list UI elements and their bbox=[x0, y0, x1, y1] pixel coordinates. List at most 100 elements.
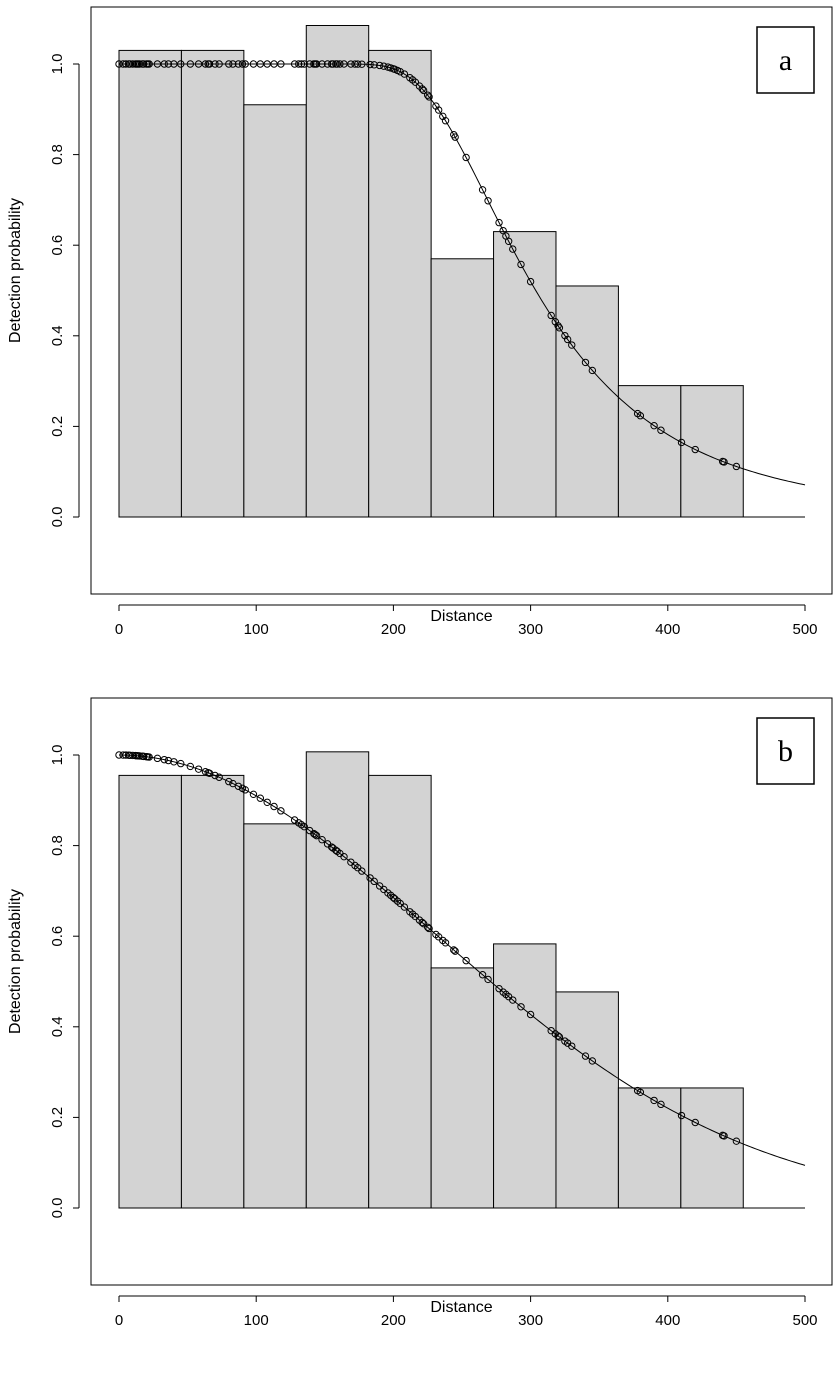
observation-point-b-17 bbox=[160, 755, 168, 764]
observation-point-b-57 bbox=[358, 867, 366, 875]
observation-point-a-59 bbox=[370, 61, 378, 69]
observation-point-b-27 bbox=[215, 773, 223, 781]
x-tick-label-a-2: 200 bbox=[381, 621, 406, 638]
observation-point-a-106 bbox=[677, 438, 686, 447]
chart-panel-b: 0 100 200 300 400 500 Distance 0.0 0.2 0.4 0.6 0.8 1… bbox=[0, 691, 838, 1382]
observation-point-a-99 bbox=[568, 341, 576, 349]
observation-point-b-26 bbox=[211, 771, 219, 780]
panel-label-b: b bbox=[778, 735, 793, 768]
observation-point-a-96 bbox=[555, 324, 564, 332]
histogram-chart-a: 0 100 200 300 400 500 Distance 0.0 0.2 0.4 0.6 0.8 1… bbox=[7, 6, 833, 638]
observation-point-a-58 bbox=[366, 60, 374, 69]
observation-point-b-32 bbox=[241, 786, 249, 794]
observation-point-b-95 bbox=[554, 1032, 562, 1040]
observation-point-a-29 bbox=[229, 60, 237, 68]
observation-point-a-80 bbox=[441, 117, 450, 125]
x-tick-label-b-2: 200 bbox=[381, 1312, 406, 1329]
observation-point-a-28 bbox=[225, 60, 233, 68]
plot-frame-b bbox=[90, 697, 833, 1286]
observation-point-b-68 bbox=[400, 903, 409, 911]
observation-point-a-27 bbox=[215, 60, 223, 68]
observation-point-a-83 bbox=[462, 153, 470, 162]
observation-point-b-100 bbox=[581, 1052, 590, 1060]
y-tick-label-a-1: 0.2 bbox=[49, 416, 66, 437]
observation-point-a-60 bbox=[375, 61, 384, 70]
observation-point-b-90 bbox=[509, 996, 517, 1004]
observation-point-a-107 bbox=[691, 445, 699, 454]
observation-point-a-67 bbox=[396, 68, 404, 76]
x-axis-label-a: Distance bbox=[430, 608, 492, 625]
observation-point-b-45 bbox=[312, 831, 321, 840]
observation-point-b-10 bbox=[135, 752, 144, 760]
y-tick-label-b-4: 0.8 bbox=[49, 835, 66, 856]
observation-point-b-21 bbox=[186, 762, 195, 771]
panel-label-box-a bbox=[756, 26, 815, 94]
histogram-bar-b-2 bbox=[180, 774, 245, 1209]
observation-point-a-12 bbox=[139, 60, 148, 68]
y-axis-label-a: Detection probability bbox=[7, 198, 24, 343]
observation-point-b-36 bbox=[270, 802, 278, 811]
y-tick-label-b-1: 0.2 bbox=[49, 1107, 66, 1128]
observation-point-b-19 bbox=[170, 758, 178, 766]
observation-point-b-104 bbox=[650, 1096, 658, 1105]
x-tick-label-a-1: 100 bbox=[244, 621, 269, 638]
histogram-bar-a-4 bbox=[305, 24, 370, 518]
observation-point-b-92 bbox=[526, 1010, 535, 1019]
observation-point-b-105 bbox=[657, 1100, 665, 1109]
observation-point-b-28 bbox=[225, 777, 233, 786]
observation-point-a-89 bbox=[504, 237, 513, 245]
observation-point-a-95 bbox=[554, 322, 562, 330]
histogram-bar-a-2 bbox=[180, 49, 245, 518]
histogram-bar-a-1 bbox=[118, 49, 182, 518]
panel-label-box-b bbox=[756, 717, 815, 785]
x-tick-label-b-0: 0 bbox=[115, 1312, 123, 1329]
observation-point-b-12 bbox=[139, 752, 148, 761]
observation-point-a-103 bbox=[636, 412, 645, 420]
observation-point-a-26 bbox=[211, 60, 219, 68]
histogram-bar-b-3 bbox=[243, 823, 307, 1209]
observation-point-b-106 bbox=[677, 1111, 686, 1120]
x-tick-label-b-4: 400 bbox=[655, 1312, 680, 1329]
observation-point-a-82 bbox=[451, 133, 459, 141]
observation-point-a-61 bbox=[380, 62, 388, 70]
observation-point-b-20 bbox=[177, 759, 185, 768]
observation-point-b-84 bbox=[478, 971, 487, 979]
observation-point-a-84 bbox=[478, 186, 487, 194]
observation-point-a-46 bbox=[318, 60, 326, 68]
observation-point-b-16 bbox=[153, 754, 162, 763]
observation-point-a-71 bbox=[411, 78, 420, 86]
observation-point-a-85 bbox=[484, 197, 492, 205]
observation-point-b-76 bbox=[425, 924, 433, 933]
observation-point-a-45 bbox=[312, 60, 321, 68]
observation-point-b-37 bbox=[277, 807, 285, 815]
observation-point-a-68 bbox=[400, 70, 409, 78]
observation-point-b-41 bbox=[300, 822, 308, 831]
observation-point-b-91 bbox=[517, 1003, 525, 1011]
observation-point-b-35 bbox=[263, 798, 271, 806]
histogram-bar-b-6 bbox=[430, 967, 495, 1209]
observation-point-a-73 bbox=[418, 85, 426, 93]
observation-point-b-75 bbox=[424, 923, 432, 931]
observation-point-b-103 bbox=[636, 1088, 645, 1096]
x-axis-label-b: Distance bbox=[430, 1299, 492, 1316]
observation-point-b-46 bbox=[318, 836, 326, 844]
detection-curve-b bbox=[118, 754, 806, 1166]
y-tick-label-a-5: 1.0 bbox=[49, 54, 66, 75]
observation-point-a-110 bbox=[732, 462, 741, 471]
histogram-bar-a-8 bbox=[555, 285, 619, 518]
observation-point-a-100 bbox=[581, 358, 590, 367]
y-tick-label-b-2: 0.4 bbox=[49, 1016, 66, 1037]
histogram-bar-a-3 bbox=[243, 104, 307, 518]
observation-point-a-21 bbox=[186, 60, 195, 68]
observation-point-b-107 bbox=[691, 1118, 699, 1127]
observation-point-a-76 bbox=[425, 93, 433, 101]
y-tick-label-b-0: 0.0 bbox=[49, 1198, 66, 1219]
observation-point-b-81 bbox=[450, 946, 458, 954]
histogram-bar-b-9 bbox=[617, 1087, 682, 1209]
observation-point-a-18 bbox=[164, 60, 173, 68]
histogram-bar-b-10 bbox=[680, 1087, 744, 1209]
observation-point-a-31 bbox=[238, 60, 247, 68]
histogram-bar-b-1 bbox=[118, 774, 182, 1209]
observation-point-b-85 bbox=[484, 975, 492, 984]
histogram-chart-b: 0 100 200 300 400 500 Distance 0.0 0.2 0.4 0.6 0.8 1… bbox=[7, 697, 833, 1329]
